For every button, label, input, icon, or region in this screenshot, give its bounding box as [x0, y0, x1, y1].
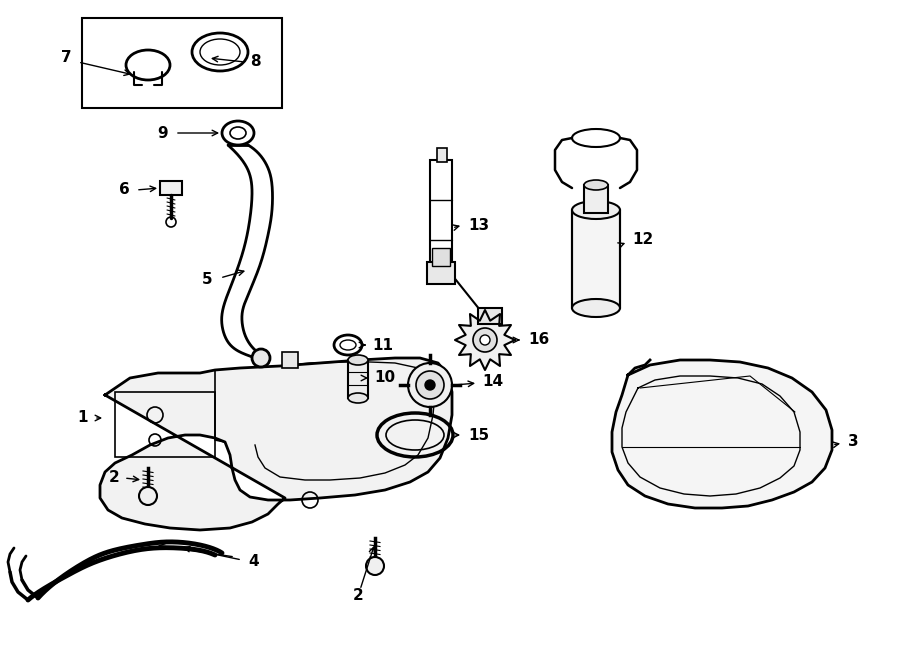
Bar — [437, 148, 447, 162]
Circle shape — [252, 349, 270, 367]
Bar — [584, 185, 608, 213]
Circle shape — [416, 371, 444, 399]
Text: 6: 6 — [119, 182, 130, 198]
Text: 16: 16 — [528, 332, 549, 348]
Polygon shape — [100, 358, 452, 530]
Text: 13: 13 — [468, 217, 489, 233]
Bar — [430, 160, 452, 270]
Text: 12: 12 — [632, 233, 653, 247]
Ellipse shape — [572, 299, 620, 317]
Text: 2: 2 — [353, 588, 364, 602]
Text: 14: 14 — [482, 375, 503, 389]
Circle shape — [139, 487, 157, 505]
Bar — [160, 181, 182, 195]
Polygon shape — [612, 360, 832, 508]
Bar — [115, 392, 215, 457]
Text: 10: 10 — [374, 371, 395, 385]
Bar — [478, 308, 502, 324]
Bar — [432, 248, 450, 266]
Circle shape — [473, 328, 497, 352]
Text: 9: 9 — [158, 126, 168, 141]
Polygon shape — [455, 310, 515, 370]
Circle shape — [425, 380, 435, 390]
Circle shape — [366, 557, 384, 575]
Text: 5: 5 — [202, 272, 212, 288]
Circle shape — [408, 363, 452, 407]
Ellipse shape — [348, 355, 368, 365]
Bar — [82, 18, 282, 108]
Text: 7: 7 — [61, 50, 72, 65]
Ellipse shape — [572, 201, 620, 219]
Text: 11: 11 — [372, 338, 393, 352]
Ellipse shape — [348, 393, 368, 403]
Text: 3: 3 — [848, 434, 859, 449]
Circle shape — [480, 335, 490, 345]
Ellipse shape — [584, 180, 608, 190]
Text: 8: 8 — [250, 54, 261, 69]
Text: 2: 2 — [109, 471, 120, 485]
Bar — [427, 262, 455, 284]
Bar — [348, 360, 368, 398]
Bar — [282, 352, 298, 368]
Text: 4: 4 — [248, 555, 258, 570]
Bar — [572, 210, 620, 308]
Text: 1: 1 — [77, 410, 88, 426]
Text: 15: 15 — [468, 428, 489, 442]
